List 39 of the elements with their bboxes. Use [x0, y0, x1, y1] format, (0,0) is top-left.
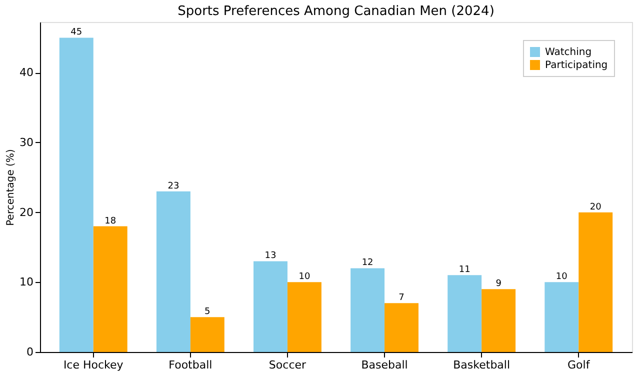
bar: [578, 212, 613, 352]
bar: [544, 282, 579, 352]
data-label: 10: [298, 272, 310, 282]
x-tick-label: Golf: [568, 358, 591, 372]
data-label: 12: [362, 258, 374, 268]
data-label: 20: [590, 202, 602, 212]
y-axis-title: Percentage (%): [6, 149, 17, 226]
data-label: 9: [496, 279, 502, 290]
data-label: 13: [264, 251, 276, 262]
bar: [350, 268, 385, 352]
legend-label: Participating: [545, 60, 608, 71]
bar: [93, 226, 128, 352]
x-tick-label: Ice Hockey: [63, 358, 124, 372]
bar: [254, 261, 288, 352]
y-tick-label: 40: [20, 66, 34, 80]
data-label: 23: [168, 181, 180, 192]
data-label: 11: [458, 265, 470, 276]
legend-label: Watching: [545, 47, 592, 58]
y-tick-label: 0: [26, 346, 34, 358]
y-tick-label: 20: [20, 206, 34, 219]
x-tick-label: Baseball: [361, 358, 408, 372]
chart-title: Sports Preferences Among Canadian Men (2024): [178, 4, 494, 19]
bar: [190, 317, 224, 352]
bar: [287, 282, 322, 352]
data-label: 10: [556, 272, 568, 282]
bar: [448, 275, 482, 352]
data-label: 5: [204, 307, 210, 318]
y-tick-label: 30: [20, 136, 34, 149]
bar: [384, 303, 418, 352]
data-label: 7: [398, 293, 404, 304]
bar: [156, 191, 190, 352]
x-tick-label: Basketball: [453, 358, 510, 372]
bar: [59, 38, 94, 352]
bar: [482, 289, 516, 352]
data-label: 45: [70, 28, 82, 38]
y-tick-label: 10: [20, 276, 34, 289]
x-tick-label: Soccer: [268, 358, 306, 372]
data-label: 18: [104, 216, 116, 226]
x-tick-label: Football: [168, 358, 212, 372]
